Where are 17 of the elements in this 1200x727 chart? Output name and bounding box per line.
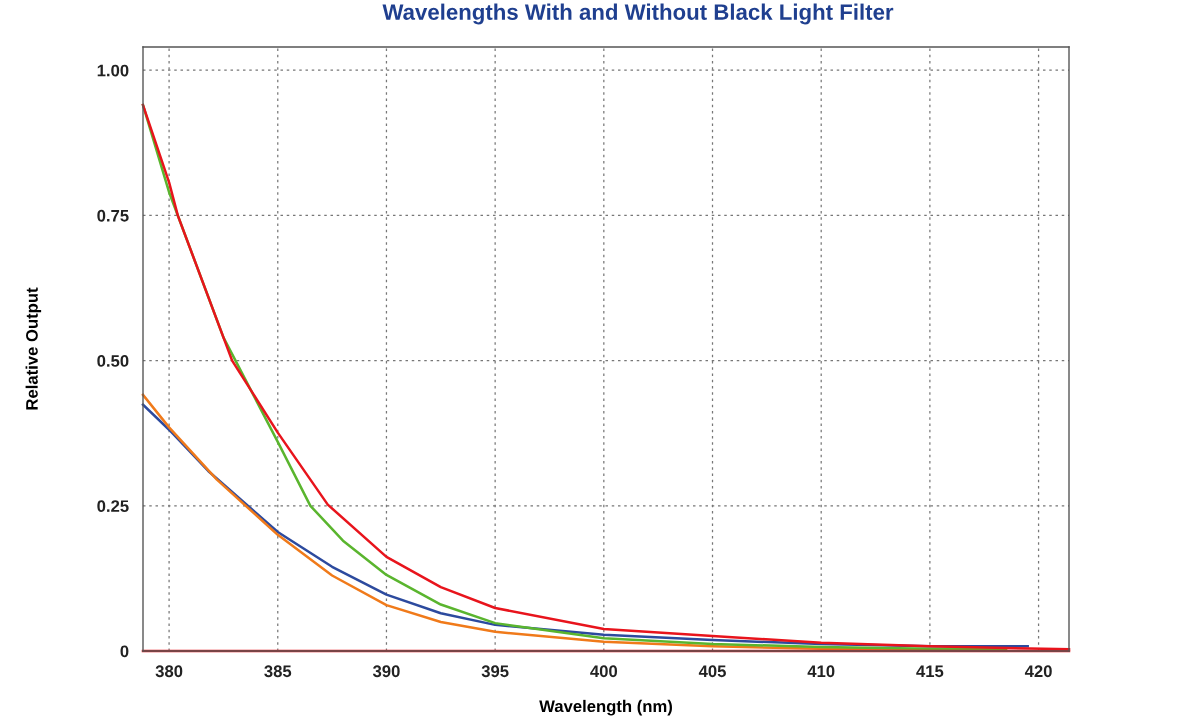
y-tick-label: 0 — [120, 645, 129, 658]
y-tick-label: 0.25 — [97, 500, 129, 513]
x-tick-label: 410 — [807, 665, 835, 678]
x-tick-label: 385 — [264, 665, 292, 678]
x-tick-label: 395 — [481, 665, 509, 678]
chart-title: Wavelengths With and Without Black Light Filter — [382, 3, 894, 25]
x-tick-label: 420 — [1024, 665, 1052, 678]
x-tick-label: 400 — [590, 665, 618, 678]
x-tick-label: 380 — [155, 665, 183, 678]
y-tick-label: 0.75 — [97, 209, 129, 222]
y-tick-label: 1.00 — [97, 64, 129, 77]
x-axis-title: Wavelength (nm) — [539, 699, 672, 716]
y-tick-label: 0.50 — [97, 355, 129, 367]
x-tick-label: 415 — [916, 665, 944, 678]
y-axis-title: Relative Output — [25, 287, 42, 410]
x-tick-label: 405 — [698, 665, 726, 678]
x-tick-label: 390 — [372, 665, 400, 678]
